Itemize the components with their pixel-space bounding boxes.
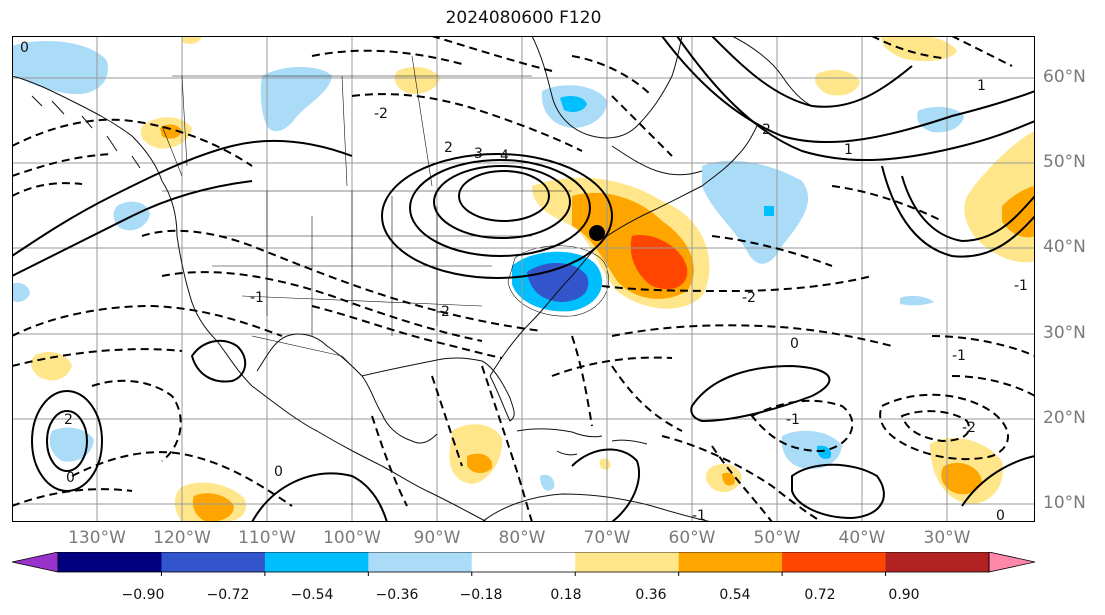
lat-label: 60°N [1043, 67, 1086, 87]
lon-label: 110°W [238, 528, 296, 548]
contour-label: 0 [790, 336, 799, 352]
colorbar-segment [885, 552, 990, 572]
lon-label: 50°W [753, 528, 801, 548]
contour-label: 2 [762, 122, 771, 138]
location-marker [589, 225, 605, 241]
lat-label: 50°N [1043, 152, 1086, 172]
contour-label: -1 [1014, 278, 1028, 294]
lat-label: 10°N [1043, 493, 1086, 513]
contour-label: -2 [374, 106, 388, 122]
contour-label: 0 [66, 470, 75, 486]
colorbar [12, 552, 1036, 576]
contour-label: 2 [64, 412, 73, 428]
colorbar-segment [264, 552, 369, 572]
lon-label: 80°W [498, 528, 546, 548]
colorbar-under-triangle [12, 552, 59, 573]
contour-label: -2 [742, 290, 756, 306]
lon-label: 40°W [838, 528, 886, 548]
map-frame [12, 36, 1035, 522]
colorbar-tick-label: 0.54 [719, 587, 751, 603]
colorbar-segment [575, 552, 680, 572]
political-borders [161, 55, 572, 377]
contour-label: -2 [962, 420, 976, 436]
shaded-anomalies [12, 36, 1035, 522]
colorbar-tick-label: −0.90 [121, 587, 165, 603]
colorbar-tick-label: −0.54 [290, 587, 334, 603]
colorbar-segment [678, 552, 783, 572]
contour-label: 0 [274, 464, 283, 480]
colorbar-tick-label: −0.36 [375, 587, 419, 603]
colorbar-tick-label: 0.18 [550, 587, 582, 603]
colorbar-tick-label: −0.18 [459, 587, 503, 603]
colorbar-over-triangle [988, 552, 1036, 573]
contour-label: 0 [20, 40, 29, 56]
lat-label: 20°N [1043, 408, 1086, 428]
colorbar-tick-label: −0.72 [206, 587, 250, 603]
contour-label: 3 [474, 146, 483, 162]
lat-label: 40°N [1043, 237, 1086, 257]
contours-dashed [12, 36, 1035, 522]
contour-label: -1 [952, 348, 966, 364]
contour-label: -1 [250, 290, 264, 306]
colorbar-segment [58, 552, 162, 572]
colorbar-segment [368, 552, 473, 572]
lon-label: 100°W [323, 528, 381, 548]
contour-label: -1 [786, 412, 800, 428]
contour-label: 4 [500, 148, 509, 164]
colorbar-tick-label: 0.90 [888, 587, 920, 603]
contour-label: 2 [444, 140, 453, 156]
contour-label: 1 [844, 142, 853, 158]
lon-label: 120°W [153, 528, 211, 548]
contours-solid [12, 36, 1035, 522]
colorbar-outline [57, 552, 990, 573]
colorbar-tick-label: 0.72 [804, 587, 836, 603]
lon-label: 30°W [923, 528, 971, 548]
lon-label: 60°W [668, 528, 716, 548]
colorbar-tick-label: 0.36 [635, 587, 667, 603]
contour-label: 1 [977, 78, 986, 94]
map-title: 2024080600 F120 [445, 8, 602, 28]
contour-labels: 0 -2 2 3 4 -1 1 2 -2 0 -1 1 0 -2 -1 -2 0… [20, 40, 1028, 522]
colorbar-segment [161, 552, 266, 572]
contour-label: -1 [692, 508, 706, 522]
weather-map: 0 -2 2 3 4 -1 1 2 -2 0 -1 1 0 -2 -1 -2 0… [12, 36, 1035, 522]
graticule [12, 36, 1035, 522]
contour-label: 0 [996, 508, 1005, 522]
lat-label: 30°N [1043, 323, 1086, 343]
colorbar-segment [471, 552, 576, 572]
lon-label: 130°W [68, 528, 126, 548]
contour-label: -2 [436, 304, 450, 320]
lon-label: 90°W [413, 528, 461, 548]
colorbar-segment [782, 552, 887, 572]
lon-label: 70°W [583, 528, 631, 548]
